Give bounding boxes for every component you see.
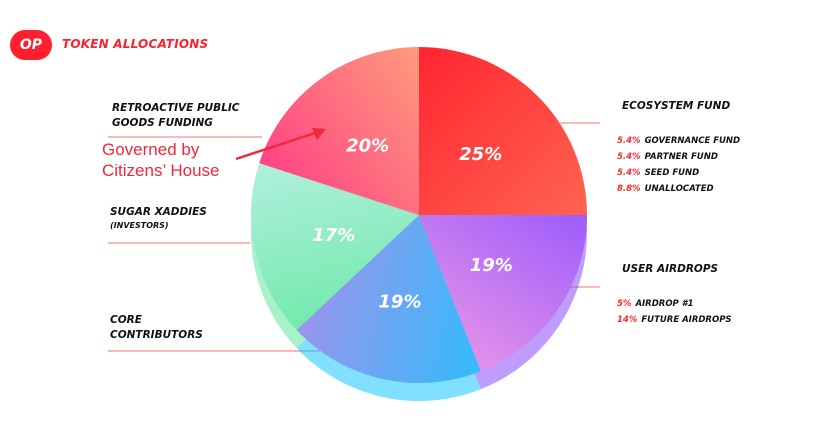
pie-slice-3: [296, 215, 481, 383]
eco-item-governance: 5.4% GOVERNANCE FUND: [617, 133, 740, 149]
slice-value-label: 25%: [459, 144, 502, 165]
label-core-line1: CORE: [110, 314, 142, 326]
annotation-line2: Citizens’ House: [102, 161, 220, 180]
airdrop-pct: 14%: [617, 315, 638, 325]
eco-label: GOVERNANCE FUND: [644, 136, 741, 146]
governed-annotation: Governed by Citizens’ House: [102, 139, 219, 181]
label-airdrops: USER AIRDROPS: [622, 263, 719, 275]
eco-pct: 8.8%: [617, 184, 641, 194]
label-retro-line2: GOODS FUNDING: [112, 117, 213, 129]
slice-value-label: 17%: [312, 225, 355, 246]
pie-slice-2: [419, 215, 587, 372]
label-sugar-line2: (INVESTORS): [110, 221, 169, 230]
op-logo: OP: [10, 30, 52, 60]
pie-slice-5: [259, 47, 419, 215]
slice-value-label: 19%: [378, 291, 421, 312]
annotation-arrow: [235, 128, 326, 161]
airdrop-label: AIRDROP #1: [635, 299, 694, 309]
leader-lines: [108, 122, 600, 352]
annotation-arrow-head: [312, 128, 326, 140]
annotation-arrow-shaft: [235, 130, 319, 161]
eco-pct: 5.4%: [617, 168, 641, 178]
slice-value-label: 20%: [346, 135, 389, 156]
label-sugar: SUGAR XADDIES (INVESTORS): [110, 205, 207, 231]
label-retro-line1: RETROACTIVE PUBLIC: [112, 102, 240, 114]
eco-item-unallocated: 8.8% UNALLOCATED: [617, 181, 740, 197]
pie-slice-1: [419, 47, 587, 215]
pie-slice-4: [251, 163, 419, 331]
label-core: CORE CONTRIBUTORS: [110, 313, 203, 343]
eco-item-seed: 5.4% SEED FUND: [617, 165, 740, 181]
pie-slices: [251, 47, 587, 383]
pie-slice-labels: 25% 19% 19% 17% 20%: [312, 135, 513, 312]
eco-pct: 5.4%: [617, 152, 641, 162]
slice-value-label: 19%: [470, 255, 513, 276]
annotation-line1: Governed by: [102, 140, 200, 159]
airdrop-item-future: 14% FUTURE AIRDROPS: [617, 312, 732, 328]
page-title: TOKEN ALLOCATIONS: [62, 37, 209, 51]
label-sugar-line1: SUGAR XADDIES: [110, 206, 207, 218]
airdrop-label: FUTURE AIRDROPS: [641, 315, 732, 325]
eco-label: SEED FUND: [644, 168, 700, 178]
ecosystem-breakdown: 5.4% GOVERNANCE FUND 5.4% PARTNER FUND 5.4…: [617, 133, 740, 197]
eco-item-partner: 5.4% PARTNER FUND: [617, 149, 740, 165]
airdrop-item-1: 5% AIRDROP #1: [617, 296, 732, 312]
airdrop-breakdown: 5% AIRDROP #1 14% FUTURE AIRDROPS: [617, 296, 732, 328]
eco-label: UNALLOCATED: [644, 184, 714, 194]
eco-pct: 5.4%: [617, 136, 641, 146]
airdrop-pct: 5%: [617, 299, 632, 309]
eco-label: PARTNER FUND: [644, 152, 718, 162]
label-core-line2: CONTRIBUTORS: [110, 329, 203, 341]
label-ecosystem: ECOSYSTEM FUND: [622, 100, 731, 112]
label-retro: RETROACTIVE PUBLIC GOODS FUNDING: [112, 101, 240, 131]
